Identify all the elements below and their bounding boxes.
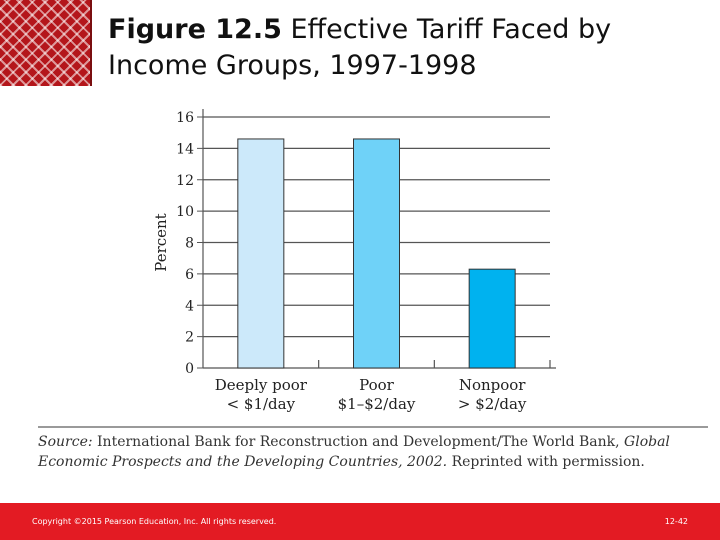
slide-title: Figure 12.5 Effective Tariff Faced by In… xyxy=(108,12,708,84)
x-tick-label: Nonpoor xyxy=(459,376,526,394)
x-tick-label: $1–$2/day xyxy=(338,395,416,413)
y-tick-label: 0 xyxy=(185,361,194,377)
source-text-2: Reprinted with permission. xyxy=(451,454,645,470)
publisher-logo xyxy=(0,0,92,86)
y-tick-label: 4 xyxy=(185,298,194,314)
x-tick-label: Poor xyxy=(359,376,395,394)
source-italic: Global Economic Prospects and the Develo… xyxy=(38,434,670,470)
y-tick-label: 12 xyxy=(176,173,194,189)
y-tick-label: 6 xyxy=(185,267,194,283)
x-tick-label: Deeply poor xyxy=(215,376,308,394)
figure-number: Figure 12.5 xyxy=(108,14,282,45)
source-note: Source: International Bank for Reconstru… xyxy=(38,426,708,472)
x-tick-label: > $2/day xyxy=(458,395,527,413)
y-tick-label: 10 xyxy=(176,204,194,220)
x-tick-label: < $1/day xyxy=(227,395,296,413)
page-number: 12-42 xyxy=(664,517,688,526)
source-text-1: International Bank for Reconstruction an… xyxy=(97,434,620,450)
footer-bar: Copyright ©2015 Pearson Education, Inc. … xyxy=(0,503,720,540)
bar xyxy=(468,268,516,369)
bar xyxy=(237,138,285,369)
source-label: Source: xyxy=(38,434,93,450)
y-axis-label: Percent xyxy=(152,213,170,271)
bar-chart: 0 2 4 6 8 10 12 14 16 Deeply poor< $1/day Poor$1–$… xyxy=(152,109,556,413)
y-tick-label: 2 xyxy=(185,330,194,346)
copyright: Copyright ©2015 Pearson Education, Inc. … xyxy=(32,517,277,526)
bar xyxy=(353,138,400,369)
figure-title: Effective Tariff Faced by Income Groups,… xyxy=(108,14,612,81)
y-tick-label: 16 xyxy=(176,110,194,126)
y-tick-label: 8 xyxy=(185,236,194,252)
y-tick-label: 14 xyxy=(176,141,194,157)
